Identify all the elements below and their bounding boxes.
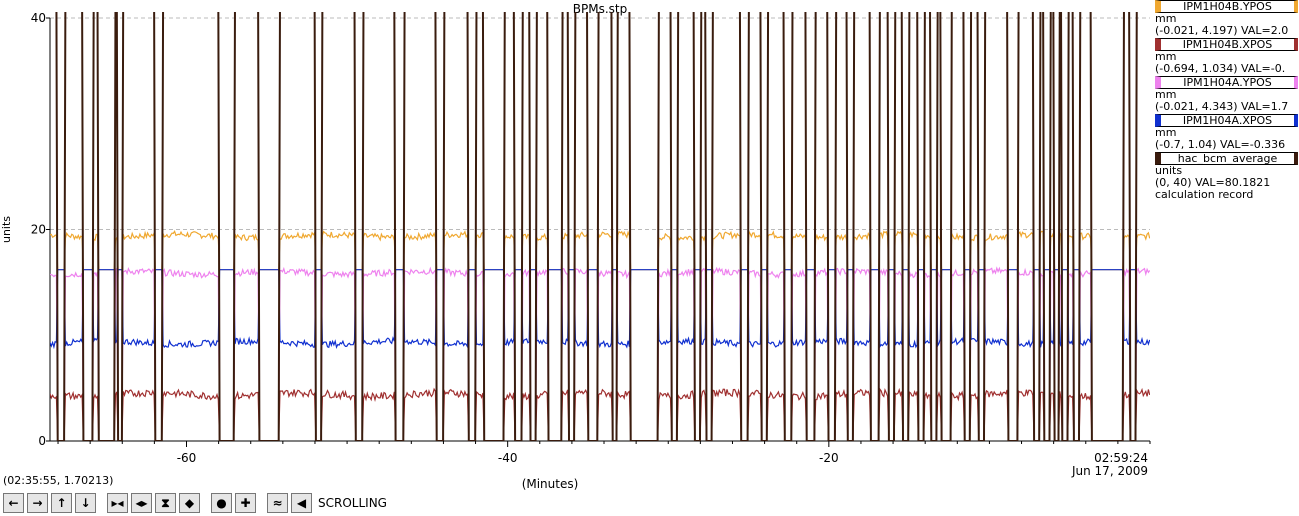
legend-unit: mm <box>1155 13 1177 25</box>
x-tick-label: -20 <box>819 451 839 465</box>
legend-value: VAL=2.0 <box>1241 25 1289 37</box>
y-tick-label: 40 <box>31 11 46 25</box>
legend-range-value: (-0.021, 4.343) VAL=1.7 <box>1155 101 1299 113</box>
zoom-in-vertical-icon[interactable]: ⧗ <box>155 493 176 513</box>
zoom-out-horizontal-icon[interactable]: ◂▸ <box>131 493 152 513</box>
legend-range: (0, 40) <box>1155 177 1192 189</box>
legend: IPM1H04B.YPOS mm (-0.021, 4.197) VAL=2.0… <box>1155 0 1299 202</box>
series-line-ipm1h04a-ypos <box>50 266 1150 441</box>
y-axis-label: units <box>0 216 13 243</box>
zoom-in-horizontal-icon[interactable]: ▸◂ <box>107 493 128 513</box>
arrow-up-icon[interactable]: ↑ <box>51 493 72 513</box>
x-tick-label: -60 <box>177 451 197 465</box>
toolbar: ← → ↑ ↓ ▸◂ ◂▸ ⧗ ◆ ● ✚ ≈ ◀ SCROLLING <box>0 491 387 515</box>
add-icon[interactable]: ✚ <box>235 493 256 513</box>
legend-item-hac-bcm-average[interactable]: hac_bcm_average units (0, 40) VAL=80.182… <box>1155 152 1299 201</box>
chart-title: BPMs.stp <box>573 2 627 16</box>
auto-scale-icon[interactable]: ● <box>211 493 232 513</box>
legend-series-swatch[interactable]: IPM1H04A.YPOS <box>1155 76 1298 89</box>
legend-value: VAL=-0.336 <box>1220 139 1286 151</box>
x-tick-label: -40 <box>498 451 518 465</box>
y-tick-label: 0 <box>38 434 46 448</box>
x-end-date: Jun 17, 2009 <box>1071 464 1148 478</box>
waveform-icon[interactable]: ≈ <box>267 493 288 513</box>
legend-value: VAL=-0. <box>1241 63 1286 75</box>
mode-label: SCROLLING <box>318 496 387 510</box>
legend-item-ipm1h04b-ypos[interactable]: IPM1H04B.YPOS mm (-0.021, 4.197) VAL=2.0 <box>1155 0 1299 37</box>
legend-value: VAL=1.7 <box>1241 101 1289 113</box>
legend-range-value: (-0.694, 1.034) VAL=-0. <box>1155 63 1299 75</box>
legend-item-ipm1h04a-xpos[interactable]: IPM1H04A.XPOS mm (-0.7, 1.04) VAL=-0.336 <box>1155 114 1299 151</box>
legend-range-value: (0, 40) VAL=80.1821 <box>1155 177 1299 189</box>
arrow-right-icon[interactable]: → <box>27 493 48 513</box>
series-line-ipm1h04b-xpos <box>50 387 1150 441</box>
zoom-out-vertical-icon[interactable]: ◆ <box>179 493 200 513</box>
arrow-down-icon[interactable]: ↓ <box>75 493 96 513</box>
legend-range: (-0.7, 1.04) <box>1155 139 1217 151</box>
legend-range: (-0.021, 4.343) <box>1155 101 1238 113</box>
legend-value: VAL=80.1821 <box>1195 177 1271 189</box>
legend-extra: calculation record <box>1155 189 1254 201</box>
legend-range: (-0.021, 4.197) <box>1155 25 1238 37</box>
series-line-hac-bcm-average <box>55 12 1138 441</box>
legend-range: (-0.694, 1.034) <box>1155 63 1238 75</box>
legend-series-swatch[interactable]: IPM1H04B.XPOS <box>1155 38 1298 51</box>
legend-range-value: (-0.021, 4.197) VAL=2.0 <box>1155 25 1299 37</box>
legend-series-swatch[interactable]: IPM1H04B.YPOS <box>1155 0 1298 13</box>
legend-item-ipm1h04b-xpos[interactable]: IPM1H04B.XPOS mm (-0.694, 1.034) VAL=-0. <box>1155 38 1299 75</box>
scroll-mode-icon[interactable]: ◀ <box>291 493 312 513</box>
legend-item-ipm1h04a-ypos[interactable]: IPM1H04A.YPOS mm (-0.021, 4.343) VAL=1.7 <box>1155 76 1299 113</box>
cursor-readout: (02:35:55, 1.70213) <box>3 474 114 487</box>
legend-unit: mm <box>1155 89 1177 101</box>
legend-unit: mm <box>1155 127 1177 139</box>
x-end-time: 02:59:24 <box>1094 451 1148 465</box>
arrow-left-icon[interactable]: ← <box>3 493 24 513</box>
legend-range-value: (-0.7, 1.04) VAL=-0.336 <box>1155 139 1299 151</box>
legend-series-swatch[interactable]: hac_bcm_average <box>1155 152 1298 165</box>
y-tick-label: 20 <box>31 223 46 237</box>
legend-unit: mm <box>1155 51 1177 63</box>
x-axis-label: (Minutes) <box>522 477 579 490</box>
legend-series-swatch[interactable]: IPM1H04A.XPOS <box>1155 114 1298 127</box>
legend-unit: units <box>1155 165 1183 177</box>
